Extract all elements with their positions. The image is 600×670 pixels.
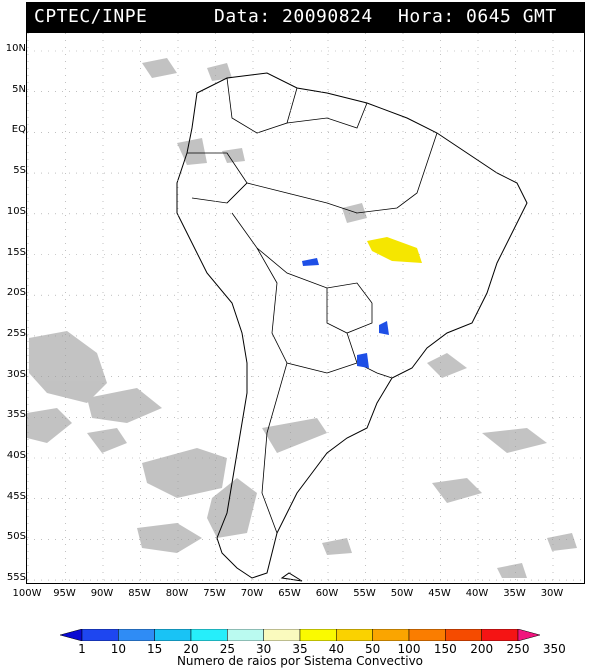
latitude-label: 5S — [13, 165, 26, 177]
colorbar-segment — [299, 629, 337, 641]
country-borders — [187, 77, 438, 534]
colorbar-tick-label: 25 — [219, 642, 235, 656]
latitude-label: 35S — [6, 409, 26, 421]
longitude-label: 95W — [53, 588, 76, 599]
cloud-cover — [27, 58, 577, 578]
colorbar-segment — [372, 629, 410, 641]
colorbar-segment — [408, 629, 446, 641]
latitude-label: 20S — [6, 287, 26, 299]
latitude-label: 30S — [6, 368, 26, 380]
colorbar-min-arrow — [60, 629, 83, 641]
colorbar-segment — [154, 629, 192, 641]
longitude-label: 85W — [128, 588, 151, 599]
hour-label: Hora: 0645 GMT — [398, 6, 557, 27]
colorbar-segment — [118, 629, 155, 641]
colorbar-tick-label: 150 — [433, 642, 457, 656]
colorbar-tick-label: 50 — [365, 642, 381, 656]
latitude-label: 45S — [6, 490, 26, 502]
graticule — [27, 33, 584, 583]
longitude-label: 90W — [90, 588, 114, 599]
colorbar-tick-label: 250 — [506, 642, 530, 656]
colorbar-segment — [336, 629, 373, 641]
latitude-label: EQ — [11, 124, 26, 136]
longitude-label: 50W — [390, 588, 414, 599]
colorbar-segment — [227, 629, 264, 641]
latitude-label: 15S — [6, 246, 26, 258]
map-frame[interactable] — [26, 32, 585, 584]
longitude-label: 100W — [12, 588, 42, 599]
colorbar-tick-label: 30 — [256, 642, 272, 656]
colorbar-tick-label: 40 — [328, 642, 344, 656]
longitude-label: 45W — [428, 588, 451, 599]
colorbar-tick-label: 10 — [110, 642, 126, 656]
colorbar-tick-label: 15 — [147, 642, 163, 656]
latitude-label: 5N — [12, 83, 26, 95]
colorbar-tick-label: 200 — [470, 642, 494, 656]
longitude-label: 40W — [465, 588, 489, 599]
longitude-label: 55W — [353, 588, 376, 599]
colorbar-segment — [263, 629, 301, 641]
colorbar-title: Numero de raios por Sistema Convectivo — [176, 654, 424, 668]
colorbar — [60, 629, 540, 641]
lightning-cells — [302, 237, 422, 368]
colorbar-tick-label: 1 — [78, 642, 86, 656]
header-bar: CPTEC/INPE Data: 20090824 Hora: 0645 GMT — [26, 2, 585, 32]
colorbar-tick-label: 100 — [397, 642, 421, 656]
latitude-label: 10S — [6, 205, 26, 217]
colorbar-segment — [481, 629, 519, 641]
latitude-label: 50S — [6, 531, 26, 543]
latitude-label: 25S — [6, 327, 26, 339]
longitude-label: 70W — [240, 588, 264, 599]
colorbar-tick-label: 35 — [292, 642, 308, 656]
colorbar-segment — [190, 629, 228, 641]
colorbar-max-arrow — [517, 629, 540, 641]
colorbar-tick-label: 20 — [183, 642, 199, 656]
latitude-label: 10N — [5, 43, 26, 54]
date-label: Data: 20090824 — [214, 6, 373, 27]
longitude-label: 80W — [165, 588, 189, 599]
colorbar-tick-label: 350 — [542, 642, 566, 656]
longitude-label: 30W — [540, 588, 564, 599]
latitude-label: 40S — [6, 450, 26, 461]
longitude-label: 35W — [503, 588, 526, 599]
coastline — [176, 72, 528, 582]
longitude-label: 65W — [278, 588, 301, 599]
source-label: CPTEC/INPE — [34, 6, 148, 27]
longitude-label: 60W — [315, 588, 339, 599]
map-canvas — [27, 33, 584, 583]
colorbar-segment — [445, 629, 482, 641]
colorbar-segment — [81, 629, 119, 641]
longitude-label: 75W — [203, 588, 226, 599]
latitude-label: 55S — [6, 572, 26, 584]
